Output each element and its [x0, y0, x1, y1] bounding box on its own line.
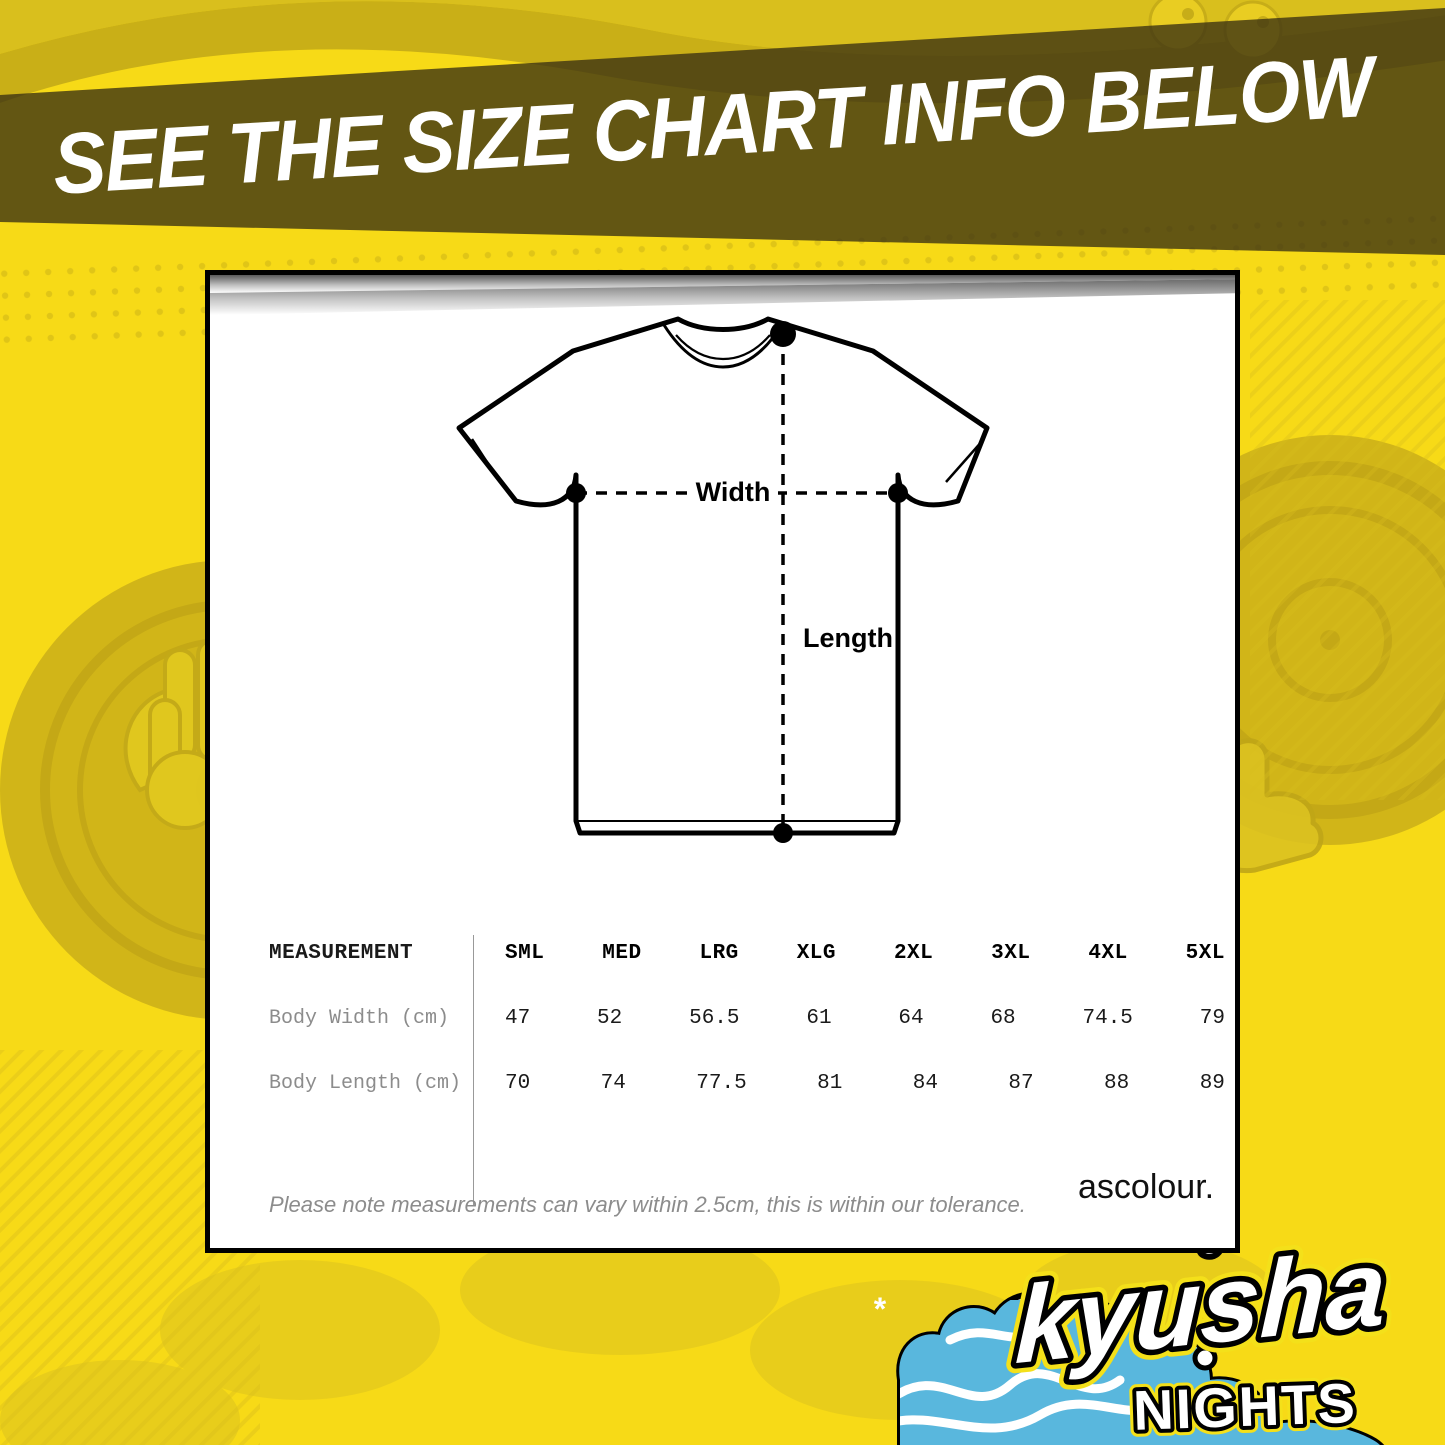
svg-text:kyusha: kyusha — [1014, 1226, 1388, 1386]
svg-text:NIGHTS: NIGHTS — [1132, 1371, 1358, 1442]
